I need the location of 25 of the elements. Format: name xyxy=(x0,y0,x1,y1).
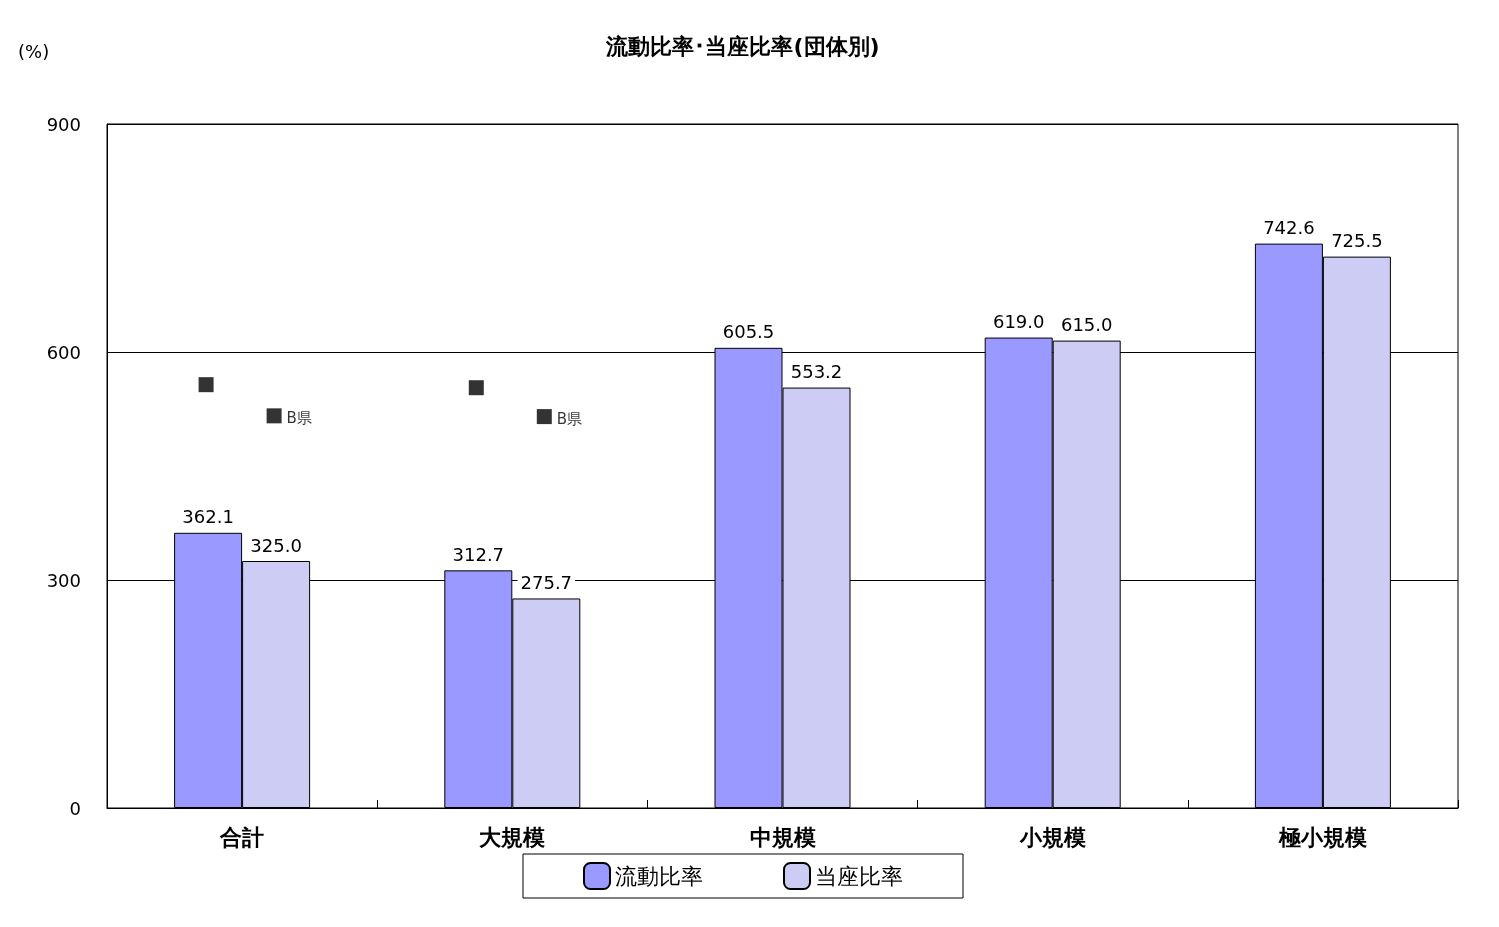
x-tick-label: 合計 xyxy=(219,824,265,850)
data-label: 362.1 xyxy=(182,506,234,528)
text: B県 xyxy=(556,409,583,428)
legend-label: 当座比率 xyxy=(815,863,903,889)
data-label: 275.7 xyxy=(520,571,573,593)
legend-label: 流動比率 xyxy=(615,863,703,889)
y-axis-title: (%) xyxy=(18,40,50,62)
data-label: 605.5 xyxy=(722,321,775,343)
x-tick-label: 小規模 xyxy=(1018,824,1086,850)
series-label: B県 xyxy=(286,408,312,427)
y-tick-label: 900 xyxy=(46,113,81,135)
x-tick-label: 大規模 xyxy=(479,824,546,850)
y-tick-label: 0 xyxy=(69,797,81,819)
data-label: 553.2 xyxy=(790,361,843,383)
data-label: 742.6 xyxy=(1263,217,1315,239)
y-tick-label: 600 xyxy=(46,341,81,363)
y-tick-label: 300 xyxy=(46,569,81,591)
chart-title: 流動比率･当座比率(団体別) xyxy=(605,33,880,59)
data-label: 619.0 xyxy=(992,311,1045,333)
data-label: 325.0 xyxy=(250,534,302,556)
data-label: 725.5 xyxy=(1331,230,1383,252)
x-tick-label: 極小規模 xyxy=(1277,824,1367,850)
x-tick-label: 中規模 xyxy=(749,824,816,850)
data-label: 615.0 xyxy=(1060,314,1113,336)
data-label: 312.7 xyxy=(452,543,505,565)
